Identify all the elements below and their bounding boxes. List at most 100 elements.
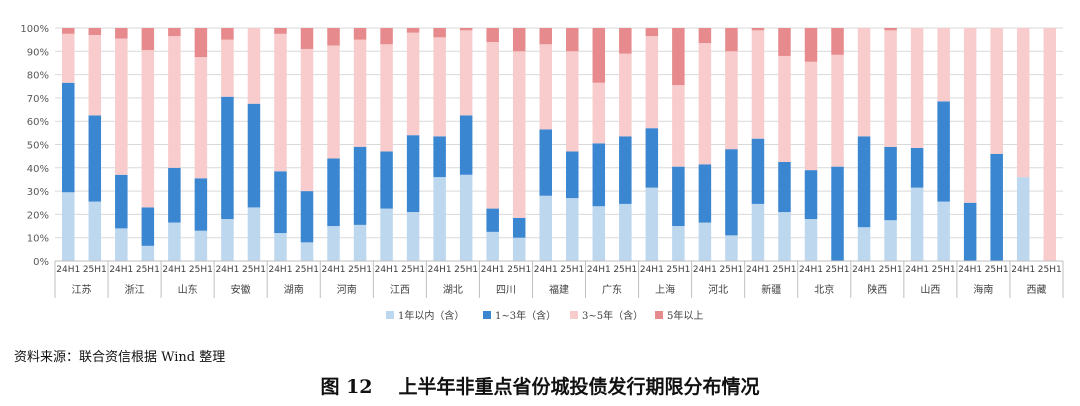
source-note: 资料来源：联合资信根据 Wind 整理 — [14, 350, 226, 365]
x-tick-label: 24H1 — [162, 265, 186, 275]
bar-segment — [62, 28, 75, 34]
x-tick-label: 25H1 — [666, 265, 690, 275]
bar-segment — [433, 37, 446, 137]
bar-segment — [406, 212, 420, 261]
bar-segment — [459, 28, 473, 31]
bar-segment — [804, 219, 818, 261]
province-label: 江苏 — [72, 283, 92, 296]
x-tick-label: 25H1 — [507, 265, 531, 275]
legend-label: 1年以内（含） — [398, 309, 464, 322]
bar-segment — [380, 44, 393, 152]
bar-segment — [831, 28, 844, 55]
x-tick-label: 24H1 — [746, 265, 770, 275]
x-tick-label: 25H1 — [985, 265, 1009, 275]
bar-segment — [592, 28, 606, 83]
y-tick-label: 60% — [27, 117, 49, 128]
x-tick-label: 24H1 — [56, 265, 80, 275]
bar-segment — [884, 28, 897, 31]
stacked-bar-chart: 0%10%20%30%40%50%60%70%80%90%100%24H1 25H… — [20, 24, 1064, 322]
bar-segment — [194, 57, 208, 179]
bar-segment — [725, 149, 738, 236]
bar-segment — [168, 222, 181, 261]
x-tick-label: 25H1 — [242, 265, 266, 275]
bar-segment — [804, 28, 818, 62]
bar-segment — [592, 206, 606, 261]
y-tick-label: 90% — [27, 47, 49, 58]
bar-segment — [141, 207, 155, 246]
figure-title: 上半年非重点省份城投债发行期限分布情况 — [398, 376, 760, 398]
bar-segment — [539, 129, 552, 196]
bar-segment — [751, 28, 765, 31]
figure-number: 图 12 — [320, 376, 373, 398]
x-tick-label: 24H1 — [481, 265, 505, 275]
bar-segment — [406, 135, 420, 213]
bar-segment — [698, 222, 712, 261]
x-tick-label: 25H1 — [348, 265, 372, 275]
bar-segment — [884, 220, 897, 261]
bar-segment — [274, 28, 287, 34]
bar-segment — [115, 228, 128, 261]
y-tick-label: 20% — [27, 210, 49, 221]
bar-segment — [645, 28, 659, 37]
bar-segment — [884, 30, 897, 147]
bar-segment — [698, 43, 712, 165]
legend-label: 3~5年（含） — [582, 309, 643, 322]
bar-segment — [645, 187, 659, 261]
y-tick-label: 50% — [27, 141, 49, 152]
province-label: 山西 — [920, 284, 940, 296]
y-tick-label: 10% — [27, 234, 49, 245]
bar-segment — [486, 28, 499, 42]
bar-segment — [221, 219, 234, 261]
bar-segment — [380, 208, 393, 261]
bar-segment — [698, 28, 712, 44]
bar-segment — [539, 195, 552, 261]
bar-segment — [1043, 28, 1056, 261]
bar-segment — [884, 146, 897, 221]
bar-segment — [857, 28, 871, 137]
bar-segment — [672, 85, 685, 167]
y-tick-label: 0% — [33, 257, 49, 268]
bar-segment — [539, 44, 552, 130]
bar-segment — [300, 242, 314, 261]
bar-segment — [353, 146, 367, 225]
bar-segment — [274, 171, 287, 234]
province-label: 北京 — [814, 283, 834, 296]
bar-segment — [353, 39, 367, 147]
bar-segment — [327, 158, 340, 227]
x-tick-label: 24H1 — [375, 265, 399, 275]
bar-segment — [459, 30, 473, 116]
x-tick-label: 24H1 — [534, 265, 558, 275]
x-tick-label: 25H1 — [295, 265, 319, 275]
province-label: 湖南 — [284, 283, 304, 296]
province-label: 湖北 — [443, 284, 463, 296]
bar-segment — [804, 170, 818, 220]
bar-segment — [274, 233, 287, 261]
province-label: 西藏 — [1026, 284, 1046, 296]
province-label: 广东 — [602, 283, 622, 296]
bar-segment — [433, 136, 446, 178]
x-tick-label: 24H1 — [958, 265, 982, 275]
bar-segment — [751, 30, 765, 139]
bar-segment — [115, 28, 128, 39]
province-label: 新疆 — [761, 283, 781, 296]
province-label: 海南 — [973, 283, 993, 296]
bar-segment — [592, 82, 606, 144]
figure-caption: 图 12 上半年非重点省份城投债发行期限分布情况 — [0, 372, 1080, 399]
bar-segment — [486, 208, 499, 232]
bar-segment — [88, 34, 102, 116]
bar-segment — [300, 48, 314, 192]
x-tick-label: 24H1 — [905, 265, 929, 275]
bar-segment — [115, 38, 128, 175]
bar-segment — [1016, 177, 1030, 261]
bar-segment — [831, 54, 844, 167]
x-tick-label: 25H1 — [454, 265, 478, 275]
bar-segment — [247, 207, 261, 261]
bar-segment — [566, 151, 579, 199]
bar-segment — [194, 178, 208, 231]
province-label: 河南 — [337, 283, 357, 296]
bar-segment — [539, 28, 552, 45]
x-tick-label: 25H1 — [401, 265, 425, 275]
bar-segment — [327, 28, 340, 46]
bar-segment — [327, 45, 340, 159]
bar-segment — [274, 33, 287, 172]
